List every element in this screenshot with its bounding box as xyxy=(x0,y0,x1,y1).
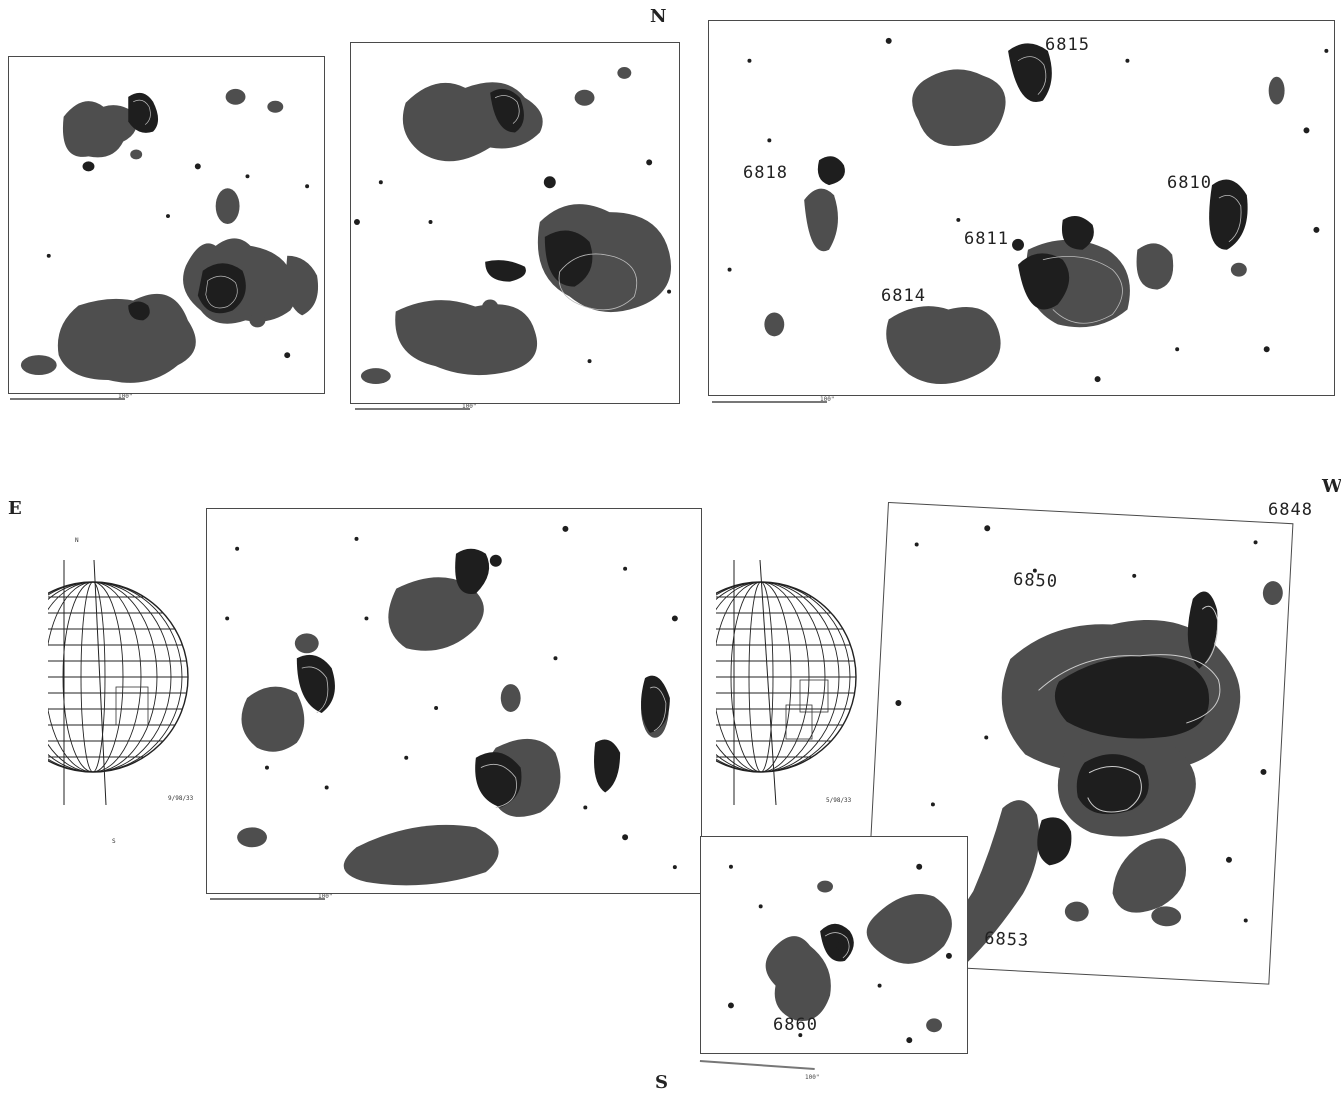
scale-text-1: 100" xyxy=(118,393,133,400)
scale-text-3: 100" xyxy=(820,396,835,403)
scale-text-6: 100" xyxy=(805,1074,820,1081)
scale-bar-2 xyxy=(355,408,470,410)
magnetogram-panel-6: 6860 xyxy=(700,836,968,1054)
globe-1-top-letter: N xyxy=(75,537,79,544)
west-label: W xyxy=(1322,476,1341,497)
panel-6-blobs xyxy=(727,863,952,1044)
region-label-6860: 6860 xyxy=(773,1015,818,1035)
scale-bar-3 xyxy=(712,401,827,403)
solar-globe-1-icon xyxy=(48,559,189,806)
panel-4-blobs xyxy=(225,525,678,886)
solar-globe-2-icon xyxy=(716,559,857,806)
globe-1-date: 9/98/33 xyxy=(168,795,194,802)
magnetogram-panel-1 xyxy=(8,56,325,394)
magnetogram-panel-5: 6850 6853 xyxy=(863,502,1294,985)
panel-2-blobs xyxy=(353,66,672,385)
scale-bar-1 xyxy=(10,398,125,400)
magnetogram-panel-3: 6815 6818 6810 6811 6814 xyxy=(708,20,1335,396)
region-label-6818: 6818 xyxy=(743,163,788,183)
region-label-6811: 6811 xyxy=(964,229,1009,249)
magnetogram-panel-2 xyxy=(350,42,680,404)
east-label: E xyxy=(8,498,22,519)
region-label-6848: 6848 xyxy=(1268,500,1313,520)
noise-specks xyxy=(46,163,310,359)
panel-3-blobs xyxy=(727,37,1329,385)
north-label: N xyxy=(650,6,667,27)
scale-text-4: 100" xyxy=(318,893,333,900)
region-label-6815: 6815 xyxy=(1045,35,1090,55)
scale-text-2: 100" xyxy=(462,403,477,410)
globe-1-bottom-letter: S xyxy=(112,838,116,845)
region-label-6853: 6853 xyxy=(983,928,1030,951)
region-label-6814: 6814 xyxy=(881,286,926,306)
scale-bar-4 xyxy=(210,898,325,900)
globe-2-date: 5/98/33 xyxy=(826,797,852,804)
region-label-6850: 6850 xyxy=(1012,569,1059,592)
panel-5-blobs xyxy=(895,525,1283,971)
magnetogram-panel-4 xyxy=(206,508,702,894)
panel-1-blobs xyxy=(20,88,319,383)
scale-bar-6 xyxy=(699,1060,815,1071)
region-label-6810: 6810 xyxy=(1167,173,1212,193)
south-label: S xyxy=(655,1072,668,1093)
